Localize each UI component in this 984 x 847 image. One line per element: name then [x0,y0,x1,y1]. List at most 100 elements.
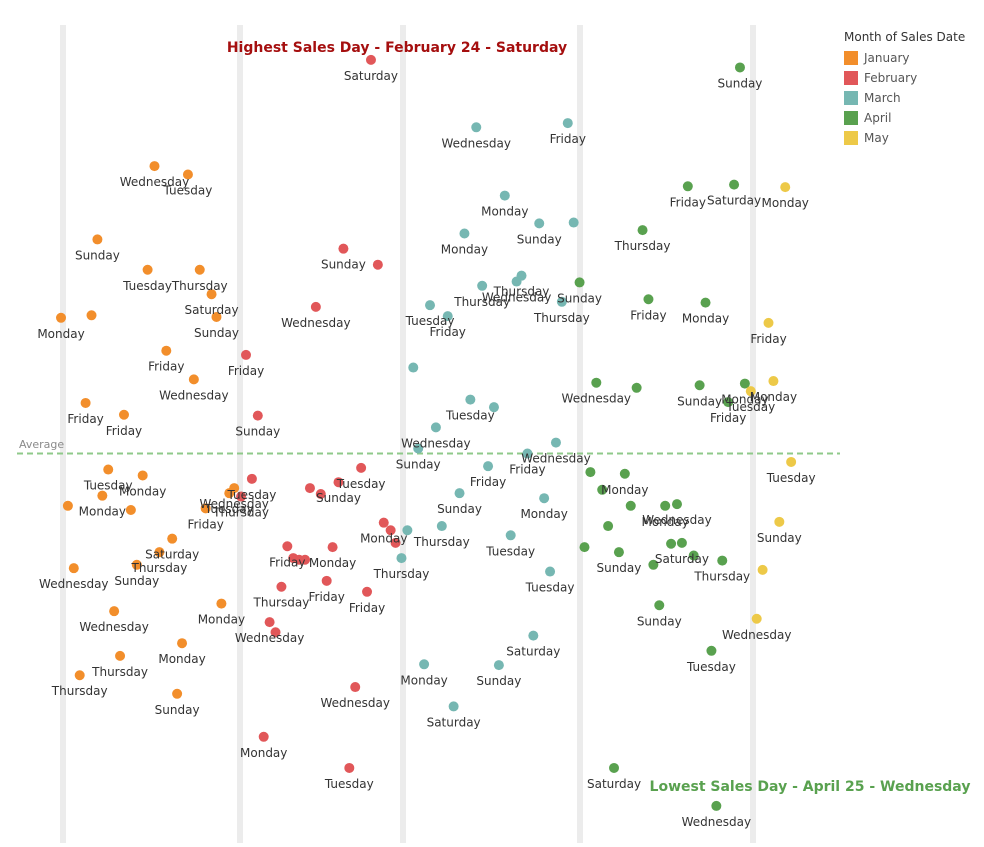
point-february[interactable] [378,517,389,528]
point-january[interactable] [194,264,205,275]
legend-item-march[interactable]: March [844,88,984,108]
point-march[interactable] [477,280,488,291]
point-january[interactable] [118,409,129,420]
point-january[interactable] [137,470,148,481]
point-february[interactable] [264,617,275,628]
point-march[interactable] [522,448,533,459]
point-april[interactable] [574,277,585,288]
point-january[interactable] [74,670,85,681]
point-january[interactable] [154,547,165,558]
point-april[interactable] [682,181,693,192]
point-april[interactable] [729,179,740,190]
point-april[interactable] [734,62,745,73]
point-march[interactable] [511,276,522,287]
point-march[interactable] [448,701,459,712]
point-april[interactable] [723,397,734,408]
point-february[interactable] [236,491,247,502]
legend-item-may[interactable]: May [844,128,984,148]
point-march[interactable] [471,122,482,133]
point-february[interactable] [372,259,383,270]
point-january[interactable] [68,563,79,574]
point-january[interactable] [224,488,235,499]
point-february[interactable] [333,477,344,488]
point-march[interactable] [442,311,453,322]
point-april[interactable] [609,762,620,773]
point-may[interactable] [751,613,762,624]
point-march[interactable] [425,300,436,311]
point-january[interactable] [188,374,199,385]
point-april[interactable] [711,800,722,811]
point-february[interactable] [276,581,287,592]
point-february[interactable] [270,627,281,638]
point-january[interactable] [92,234,103,245]
point-january[interactable] [182,169,193,180]
point-march[interactable] [488,402,499,413]
point-january[interactable] [56,312,67,323]
point-march[interactable] [528,630,539,641]
point-january[interactable] [86,310,97,321]
point-april[interactable] [666,538,677,549]
point-may[interactable] [757,564,768,575]
point-march[interactable] [499,190,510,201]
point-march[interactable] [436,521,447,532]
point-february[interactable] [300,554,311,565]
point-april[interactable] [631,382,642,393]
point-april[interactable] [648,559,659,570]
point-april[interactable] [643,294,654,305]
point-january[interactable] [109,606,120,617]
point-february[interactable] [304,483,315,494]
point-april[interactable] [688,550,699,561]
point-january[interactable] [97,490,108,501]
point-january[interactable] [172,688,183,699]
point-january[interactable] [149,161,160,172]
point-january[interactable] [80,397,91,408]
point-april[interactable] [739,378,750,389]
point-february[interactable] [356,462,367,473]
point-march[interactable] [454,488,465,499]
point-january[interactable] [177,638,188,649]
point-february[interactable] [310,301,321,312]
legend-item-february[interactable]: February [844,68,984,88]
point-march[interactable] [419,659,430,670]
point-may[interactable] [786,456,797,467]
point-march[interactable] [556,296,567,307]
point-january[interactable] [200,503,211,514]
point-january[interactable] [211,311,222,322]
point-april[interactable] [585,467,596,478]
point-march[interactable] [465,394,476,405]
point-april[interactable] [694,380,705,391]
point-april[interactable] [660,500,671,511]
point-may[interactable] [780,182,791,193]
point-march[interactable] [493,660,504,671]
point-may[interactable] [768,376,779,387]
point-april[interactable] [625,500,636,511]
point-february[interactable] [338,243,349,254]
point-january[interactable] [62,500,73,511]
point-march[interactable] [505,530,516,541]
point-february[interactable] [362,586,373,597]
point-april[interactable] [654,600,665,611]
point-march[interactable] [534,218,545,229]
point-march[interactable] [402,525,413,536]
point-march[interactable] [562,118,573,129]
point-may[interactable] [745,386,756,397]
point-february[interactable] [321,575,332,586]
point-february[interactable] [390,537,401,548]
point-january[interactable] [103,464,114,475]
point-january[interactable] [161,345,172,356]
point-february[interactable] [365,54,376,65]
point-april[interactable] [597,484,608,495]
point-april[interactable] [676,537,687,548]
point-january[interactable] [167,533,178,544]
point-march[interactable] [408,362,419,373]
point-march[interactable] [430,422,441,433]
point-april[interactable] [637,225,648,236]
point-march[interactable] [483,461,494,472]
point-march[interactable] [545,566,556,577]
point-march[interactable] [539,493,550,504]
point-february[interactable] [315,488,326,499]
point-january[interactable] [142,264,153,275]
point-january[interactable] [216,598,227,609]
point-february[interactable] [344,762,355,773]
point-january[interactable] [131,559,142,570]
